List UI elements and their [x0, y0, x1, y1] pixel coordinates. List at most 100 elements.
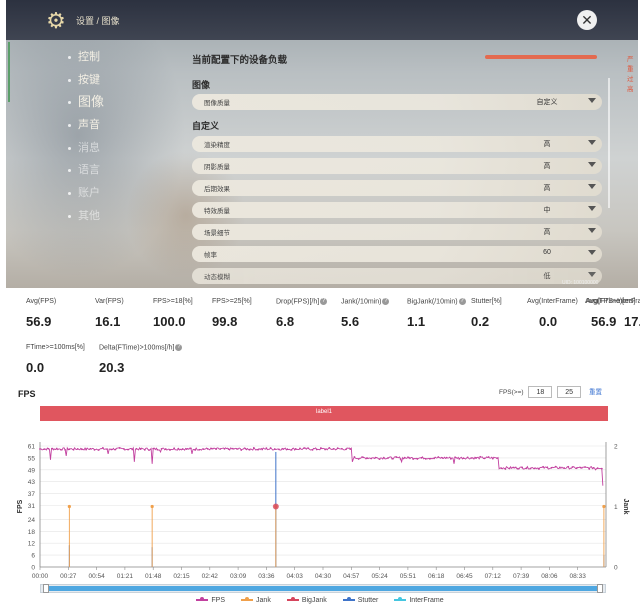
fps-point	[223, 447, 226, 450]
fps-point	[361, 456, 364, 459]
jank-point	[67, 504, 71, 509]
fps-point	[462, 457, 465, 460]
close-button[interactable]: ✕	[577, 10, 597, 30]
fps-point	[563, 467, 565, 469]
fps-point	[416, 458, 419, 460]
fps-point	[227, 448, 230, 451]
fps-point	[370, 457, 373, 460]
fps-threshold-low-input[interactable]	[528, 386, 553, 399]
gear-icon: ⚙	[46, 8, 66, 33]
chart-zoom-slider[interactable]	[40, 584, 606, 593]
x-tick-label: 00:27	[60, 573, 77, 580]
setting-value: 高	[543, 163, 551, 170]
fps-point	[592, 466, 595, 469]
setting-row[interactable]: 帧率 60	[192, 246, 602, 262]
metric: Var(FPS) 16.1	[95, 298, 124, 329]
y-tick-label: 12	[28, 541, 36, 548]
setting-value: 60	[543, 249, 551, 256]
y-tick-label: 31	[28, 503, 36, 510]
fps-point	[299, 447, 301, 450]
fps-point	[558, 466, 561, 469]
fps-point	[206, 448, 209, 450]
fps-point	[353, 456, 356, 458]
setting-row[interactable]: 场景细节 高	[192, 224, 602, 240]
legend-label: Jank	[256, 597, 271, 604]
metric: FPS>=25[%] 99.8	[212, 298, 252, 329]
y-tick-label: 55	[28, 455, 36, 462]
fps-point	[496, 457, 498, 460]
panel-title: 当前配置下的设备负载	[192, 55, 288, 66]
nav-item-other[interactable]: 其他	[66, 205, 104, 228]
metric-label: Avg(FTime)[ms]	[586, 298, 636, 305]
fps-point	[357, 458, 360, 460]
setting-row[interactable]: 特效质量 中	[192, 202, 602, 218]
metric: Drop(FPS)[/h]? 6.8	[276, 298, 328, 329]
label-bar-text: label1	[315, 409, 332, 415]
reset-button[interactable]: 重置	[589, 389, 602, 396]
y-right-axis-title: Jank	[622, 499, 629, 515]
nav-item-graphics[interactable]: 图像	[66, 91, 104, 114]
fps-point	[97, 449, 100, 451]
zoom-handle-left[interactable]	[43, 584, 49, 593]
setting-row[interactable]: 图像质量 自定义	[192, 94, 602, 110]
setting-row[interactable]: 后期效果 高	[192, 180, 602, 196]
label-bar[interactable]: label1	[40, 406, 608, 421]
nav-item-sound[interactable]: 声音	[66, 114, 104, 137]
legend-item[interactable]: Jank	[241, 597, 271, 604]
zoom-handle-right[interactable]	[597, 584, 603, 593]
fps-point	[458, 457, 461, 460]
fps-threshold-high-input[interactable]	[557, 386, 582, 399]
info-icon[interactable]: ?	[382, 298, 390, 305]
setting-label: 渲染精度	[204, 142, 230, 149]
setting-row[interactable]: 渲染精度 高	[192, 136, 602, 152]
nav-item-messages[interactable]: 消息	[66, 137, 104, 160]
fps-point	[177, 447, 180, 450]
info-icon[interactable]: ?	[175, 344, 183, 351]
zoom-slider-range[interactable]	[49, 586, 597, 591]
fps-point	[60, 448, 62, 451]
nav-item-account[interactable]: 账户	[66, 182, 104, 205]
fps-point	[491, 457, 494, 460]
panel-scrollbar[interactable]	[608, 78, 610, 208]
x-tick-label: 03:36	[258, 573, 275, 580]
fps-point	[420, 456, 423, 459]
legend-item[interactable]: BigJank	[286, 597, 327, 604]
fps-point	[525, 467, 528, 470]
legend-item[interactable]: InterFrame	[394, 597, 444, 604]
setting-value: 高	[543, 185, 551, 192]
setting-row[interactable]: 阴影质量 高	[192, 158, 602, 174]
fps-point	[567, 465, 570, 468]
fps-point	[269, 447, 272, 449]
fps-point	[173, 447, 176, 450]
x-tick-label: 07:39	[513, 573, 530, 580]
nav-item-control[interactable]: 控制	[66, 46, 104, 69]
chart-title: FPS	[18, 389, 36, 399]
setting-value: 低	[543, 273, 551, 280]
metric-label: Stutter[%]	[471, 298, 502, 305]
y-right-tick-label: 0	[614, 565, 618, 572]
game-screenshot: ⚙ 设置 / 图像 ✕ 控制 按键 图像 声音 消息 语言 账户 其他 当前配置…	[6, 0, 638, 288]
fps-point	[475, 457, 477, 459]
fps-point	[185, 448, 188, 450]
fps-point	[575, 467, 578, 470]
info-icon[interactable]: ?	[458, 298, 466, 305]
legend-label: Stutter	[357, 597, 379, 604]
fps-point	[387, 457, 389, 459]
fps-point	[290, 448, 293, 451]
legend-item[interactable]: FPS	[196, 597, 225, 604]
setting-row[interactable]: 动态模糊 低	[192, 268, 602, 284]
nav-item-keys[interactable]: 按键	[66, 69, 104, 92]
legend-item[interactable]: Stutter	[342, 597, 379, 604]
fps-point	[76, 447, 79, 450]
jank-point	[602, 504, 606, 509]
chart-legend: FPS Jank BigJank Stutter InterFrame	[0, 597, 640, 604]
chevron-down-icon	[588, 98, 596, 103]
y-tick-label: 0	[31, 565, 35, 572]
info-icon[interactable]: ?	[320, 298, 328, 305]
fps-point	[51, 447, 54, 450]
y-right-tick-label: 2	[614, 444, 618, 451]
fps-point	[579, 466, 582, 469]
legend-swatch	[196, 597, 209, 602]
nav-item-language[interactable]: 语言	[66, 159, 104, 182]
fps-point	[148, 449, 150, 452]
